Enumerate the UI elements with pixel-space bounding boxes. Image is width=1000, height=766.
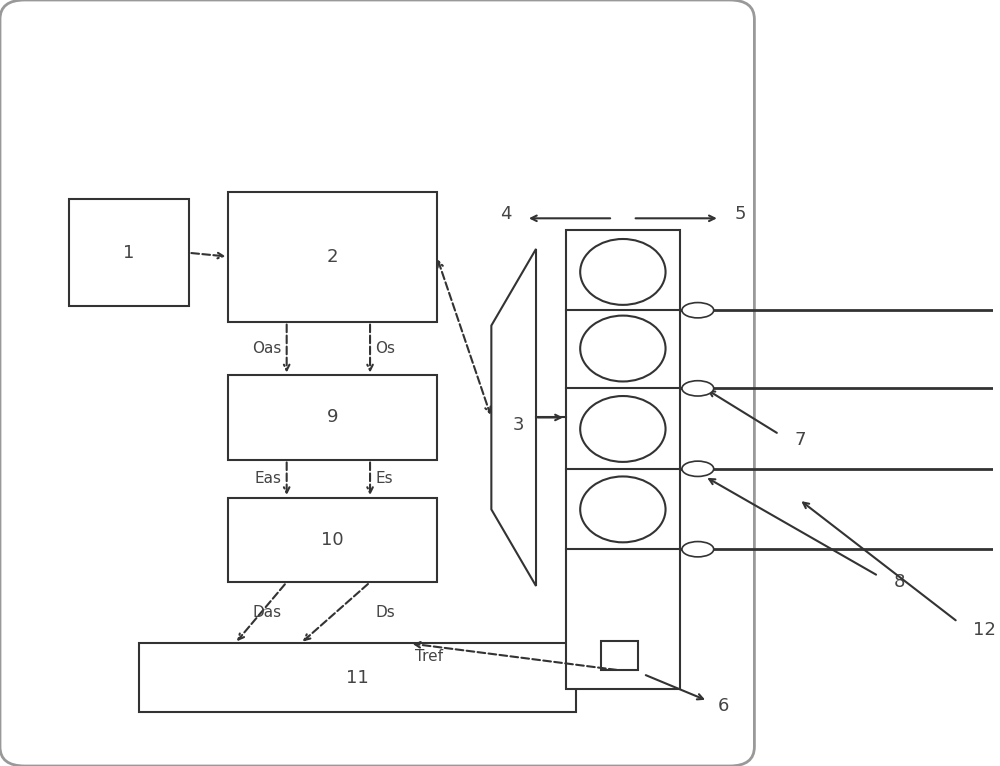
- FancyBboxPatch shape: [0, 0, 754, 766]
- Text: Ds: Ds: [375, 605, 395, 620]
- Text: 2: 2: [327, 247, 338, 266]
- Circle shape: [580, 396, 666, 462]
- Text: 4: 4: [500, 205, 511, 224]
- Polygon shape: [491, 249, 536, 586]
- Text: 9: 9: [327, 408, 338, 427]
- Text: 10: 10: [321, 531, 344, 549]
- Text: 8: 8: [893, 573, 905, 591]
- Text: Es: Es: [375, 471, 393, 486]
- FancyBboxPatch shape: [601, 641, 638, 670]
- Text: 11: 11: [346, 669, 369, 687]
- Circle shape: [580, 316, 666, 381]
- Text: 7: 7: [794, 431, 806, 450]
- Text: 6: 6: [718, 697, 729, 715]
- FancyBboxPatch shape: [228, 498, 437, 582]
- Circle shape: [580, 239, 666, 305]
- FancyBboxPatch shape: [228, 375, 437, 460]
- Ellipse shape: [682, 303, 714, 318]
- Text: 3: 3: [513, 416, 524, 434]
- Text: Os: Os: [375, 341, 395, 356]
- Text: Eas: Eas: [255, 471, 282, 486]
- Ellipse shape: [682, 381, 714, 396]
- Text: 12: 12: [973, 620, 996, 639]
- FancyBboxPatch shape: [139, 643, 576, 712]
- FancyBboxPatch shape: [228, 192, 437, 322]
- Ellipse shape: [682, 461, 714, 476]
- Text: Das: Das: [253, 605, 282, 620]
- Text: Tref: Tref: [415, 650, 443, 664]
- Ellipse shape: [682, 542, 714, 557]
- Circle shape: [580, 476, 666, 542]
- Text: 1: 1: [123, 244, 135, 262]
- FancyBboxPatch shape: [69, 199, 189, 306]
- Text: 5: 5: [735, 205, 746, 224]
- Text: Oas: Oas: [252, 341, 282, 356]
- FancyBboxPatch shape: [566, 230, 680, 689]
